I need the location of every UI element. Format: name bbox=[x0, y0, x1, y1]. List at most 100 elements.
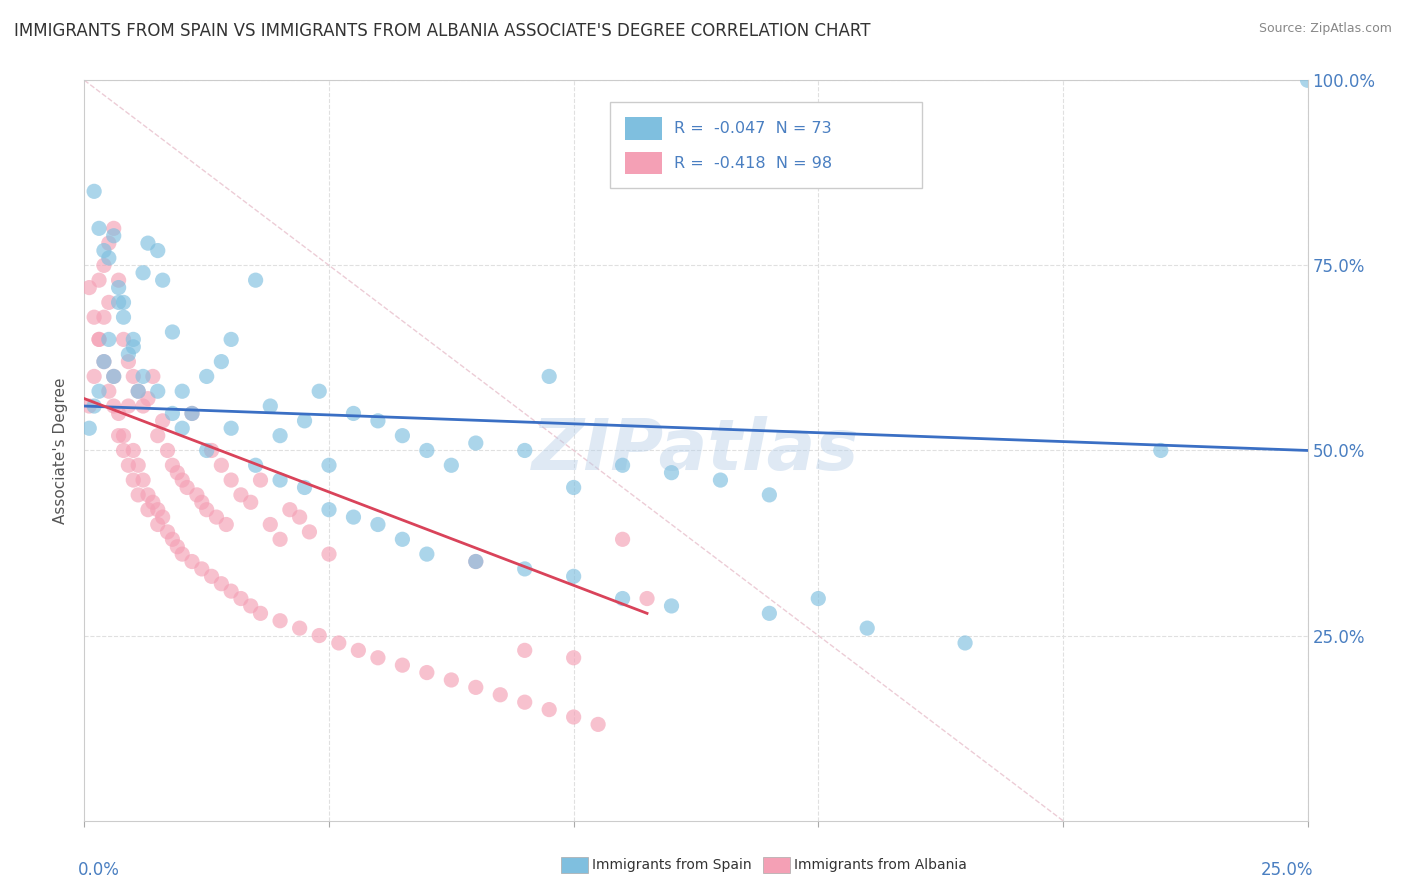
Point bbox=[661, 466, 683, 480]
Point bbox=[195, 443, 218, 458]
FancyBboxPatch shape bbox=[626, 118, 662, 139]
Point bbox=[107, 407, 129, 421]
Point bbox=[122, 473, 145, 487]
Point bbox=[259, 399, 281, 413]
Point bbox=[758, 488, 780, 502]
Point bbox=[709, 473, 731, 487]
Point bbox=[127, 488, 149, 502]
Point bbox=[152, 510, 174, 524]
Point bbox=[127, 384, 149, 399]
Point bbox=[146, 502, 169, 516]
Point bbox=[97, 384, 120, 399]
Point bbox=[562, 480, 585, 494]
Point bbox=[249, 473, 271, 487]
Point bbox=[219, 473, 242, 487]
Point bbox=[391, 658, 413, 673]
Point bbox=[172, 473, 194, 487]
Point bbox=[288, 621, 311, 635]
Point bbox=[146, 244, 169, 258]
Point bbox=[103, 369, 125, 384]
Point bbox=[152, 273, 174, 287]
Point bbox=[318, 502, 340, 516]
Point bbox=[97, 295, 120, 310]
Point bbox=[87, 332, 110, 346]
Point bbox=[195, 369, 218, 384]
Point bbox=[612, 591, 634, 606]
Point bbox=[245, 273, 267, 287]
Point bbox=[122, 443, 145, 458]
Point bbox=[103, 369, 125, 384]
Point bbox=[562, 650, 585, 665]
Point bbox=[166, 540, 188, 554]
Point bbox=[83, 399, 105, 413]
Point bbox=[416, 665, 439, 680]
Point bbox=[132, 266, 155, 280]
Point bbox=[103, 399, 125, 413]
Text: R =  -0.047  N = 73: R = -0.047 N = 73 bbox=[673, 121, 831, 136]
Point bbox=[562, 569, 585, 583]
Point bbox=[127, 384, 149, 399]
FancyBboxPatch shape bbox=[763, 857, 790, 873]
Point bbox=[146, 428, 169, 442]
Point bbox=[136, 392, 159, 406]
Point bbox=[367, 517, 389, 532]
Point bbox=[278, 502, 301, 516]
Point bbox=[191, 562, 214, 576]
Point bbox=[513, 443, 536, 458]
Point bbox=[269, 614, 291, 628]
Point bbox=[172, 421, 194, 435]
Point bbox=[117, 458, 139, 473]
Point bbox=[367, 414, 389, 428]
Point bbox=[117, 347, 139, 361]
Point bbox=[347, 643, 370, 657]
Point bbox=[513, 643, 536, 657]
Point bbox=[83, 310, 105, 325]
Point bbox=[152, 414, 174, 428]
Point bbox=[162, 533, 184, 547]
Point bbox=[367, 650, 389, 665]
Point bbox=[464, 555, 486, 569]
Point bbox=[391, 533, 413, 547]
Text: 25.0%: 25.0% bbox=[1261, 862, 1313, 880]
Point bbox=[195, 502, 218, 516]
Point bbox=[612, 533, 634, 547]
Point bbox=[219, 584, 242, 599]
Point bbox=[318, 458, 340, 473]
Point bbox=[294, 414, 316, 428]
Point bbox=[117, 399, 139, 413]
Point bbox=[136, 502, 159, 516]
Point bbox=[239, 495, 262, 509]
Point bbox=[200, 443, 222, 458]
Point bbox=[93, 354, 115, 368]
Point bbox=[132, 399, 155, 413]
Point bbox=[562, 710, 585, 724]
Point bbox=[162, 458, 184, 473]
Point bbox=[122, 369, 145, 384]
Point bbox=[142, 369, 165, 384]
Point bbox=[328, 636, 350, 650]
Point bbox=[107, 280, 129, 294]
Point bbox=[342, 407, 364, 421]
Point bbox=[308, 628, 330, 642]
Point bbox=[83, 369, 105, 384]
Point bbox=[112, 332, 135, 346]
Point bbox=[136, 488, 159, 502]
Point bbox=[83, 184, 105, 198]
Point bbox=[269, 428, 291, 442]
Point bbox=[107, 295, 129, 310]
Point bbox=[103, 228, 125, 243]
Point bbox=[259, 517, 281, 532]
Point bbox=[219, 332, 242, 346]
Point bbox=[308, 384, 330, 399]
Point bbox=[1296, 73, 1319, 87]
Point bbox=[205, 510, 228, 524]
Point bbox=[77, 280, 100, 294]
Point bbox=[294, 480, 316, 494]
Point bbox=[136, 236, 159, 251]
Point bbox=[269, 533, 291, 547]
Point bbox=[97, 332, 120, 346]
Text: Source: ZipAtlas.com: Source: ZipAtlas.com bbox=[1258, 22, 1392, 36]
Point bbox=[172, 547, 194, 561]
Point bbox=[112, 310, 135, 325]
Text: Immigrants from Albania: Immigrants from Albania bbox=[794, 858, 967, 872]
